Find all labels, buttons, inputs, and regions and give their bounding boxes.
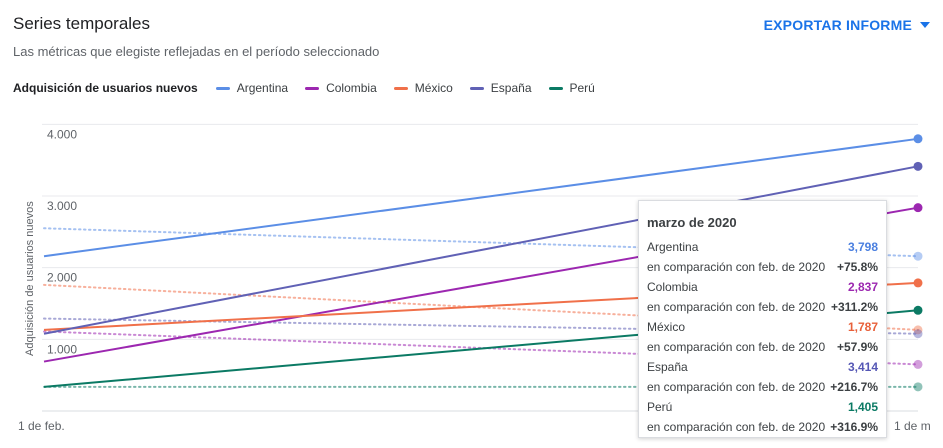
tooltip-compare-row: en comparación con feb. de 2020 +311.2% — [647, 297, 878, 317]
y-tick-label: 1.000 — [47, 342, 77, 356]
y-tick-label: 4.000 — [47, 127, 77, 141]
tooltip-compare-change: +57.9% — [836, 340, 878, 354]
legend-item-argentina[interactable]: Argentina — [215, 81, 289, 95]
legend-swatch — [305, 86, 320, 90]
export-report-button[interactable]: EXPORTAR INFORME — [764, 17, 930, 33]
tooltip-compare-label: en comparación con feb. de 2020 — [647, 340, 826, 354]
series-previous-point — [913, 359, 923, 369]
tooltip-series-row: México 1,787 — [647, 317, 878, 337]
y-tick-label: 3.000 — [47, 199, 77, 213]
legend-item-mexico[interactable]: México — [393, 81, 453, 95]
legend-item-espana[interactable]: España — [469, 81, 532, 95]
tooltip-series-name: México — [647, 320, 686, 334]
tooltip-compare-label: en comparación con feb. de 2020 — [647, 380, 826, 394]
legend-label: Argentina — [236, 81, 289, 95]
tooltip-compare-change: +75.8% — [836, 260, 878, 274]
tooltip-series-name: Argentina — [647, 240, 699, 254]
tooltip-compare-change: +316.9% — [830, 420, 878, 434]
legend-swatch — [393, 86, 408, 90]
tooltip-title: marzo de 2020 — [647, 215, 737, 230]
tooltip-series-row: Perú 1,405 — [647, 397, 878, 417]
tooltip-compare-row: en comparación con feb. de 2020 +75.8% — [647, 257, 878, 277]
legend-label: España — [490, 81, 532, 95]
tooltip-series-row: España 3,414 — [647, 357, 878, 377]
series-previous-point — [913, 329, 923, 339]
chart-title: Series temporales — [13, 14, 151, 33]
caret-down-icon — [920, 22, 930, 28]
tooltip-series-value: 3,414 — [847, 360, 878, 374]
series-previous-line — [43, 227, 919, 258]
legend-swatch — [548, 86, 563, 90]
tooltip-series-value: 2,837 — [847, 280, 878, 294]
legend-label: México — [414, 81, 453, 95]
tooltip-series-name: Colombia — [647, 280, 698, 294]
tooltip-compare-row: en comparación con feb. de 2020 +57.9% — [647, 337, 878, 357]
tooltip-series-name: España — [647, 360, 688, 374]
series-point — [913, 161, 923, 171]
series-previous-point — [913, 251, 923, 261]
legend-item-colombia[interactable]: Colombia — [305, 81, 377, 95]
tooltip-compare-row: en comparación con feb. de 2020 +216.7% — [647, 377, 878, 397]
series-previous-point — [913, 325, 923, 335]
legend-metric-label: Adquisición de usuarios nuevos — [13, 81, 198, 95]
series-point — [913, 203, 923, 213]
chart-subtitle: Las métricas que elegiste reflejadas en … — [13, 44, 380, 59]
chart-tooltip: marzo de 2020 Argentina 3,798 en comparaci… — [638, 200, 887, 438]
tooltip-series-value: 1,787 — [847, 320, 878, 334]
x-tick-label: 1 de m — [894, 419, 931, 433]
series-point — [913, 278, 923, 288]
tooltip-series-value: 3,798 — [847, 240, 878, 254]
legend-swatch — [469, 86, 484, 90]
tooltip-series-value: 1,405 — [847, 400, 878, 414]
legend-item-peru[interactable]: Perú — [548, 81, 595, 95]
tooltip-compare-change: +311.2% — [830, 300, 878, 314]
tooltip-series-name: Perú — [647, 400, 673, 414]
tooltip-series-row: Colombia 2,837 — [647, 277, 878, 297]
legend-swatch — [215, 86, 230, 90]
series-point — [913, 305, 923, 315]
legend-label: Perú — [569, 81, 595, 95]
series-previous-point — [913, 382, 923, 392]
series-point — [913, 134, 923, 144]
tooltip-compare-change: +216.7% — [830, 380, 878, 394]
y-axis-label: Adquisición de usuarios nuevos — [24, 201, 36, 356]
tooltip-compare-row: en comparación con feb. de 2020 +316.9% — [647, 417, 878, 437]
x-tick-label: 1 de feb. — [18, 419, 65, 433]
y-tick-label: 2.000 — [47, 271, 77, 285]
legend-label: Colombia — [326, 81, 377, 95]
tooltip-compare-label: en comparación con feb. de 2020 — [647, 260, 826, 274]
series-line — [43, 137, 919, 258]
tooltip-compare-label: en comparación con feb. de 2020 — [647, 300, 826, 314]
export-report-label: EXPORTAR INFORME — [763, 17, 912, 33]
chart-legend: Adquisición de usuarios nuevos Argentina… — [13, 81, 612, 95]
series-line — [43, 165, 919, 335]
tooltip-series-row: Argentina 3,798 — [647, 237, 878, 257]
tooltip-compare-label: en comparación con feb. de 2020 — [647, 420, 826, 434]
